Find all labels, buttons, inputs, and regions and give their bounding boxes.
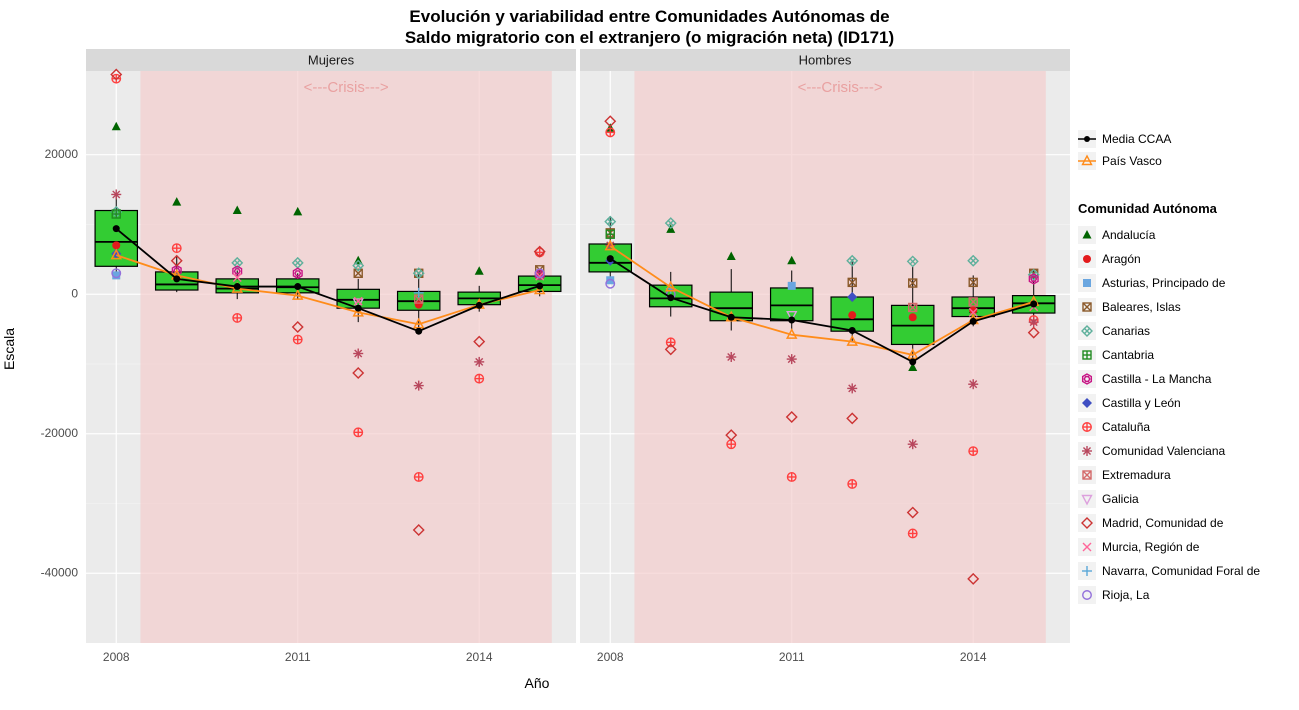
legend-item-label: Navarra, Comunidad Foral de <box>1102 564 1260 578</box>
scatter-point <box>666 338 675 347</box>
mean-point <box>536 282 543 289</box>
x-tick-label: 2014 <box>466 650 493 664</box>
mean-point <box>476 301 483 308</box>
facet-strip-label: Hombres <box>799 52 852 67</box>
facet-panel: Mujeres <---Crisis---> 2008 2011 2014 <box>86 49 576 664</box>
mean-point <box>849 326 856 333</box>
crisis-label: <---Crisis---> <box>798 78 883 95</box>
x-tick-label: 2011 <box>779 650 805 664</box>
legend-item-label: Cantabria <box>1102 348 1154 362</box>
scatter-point <box>969 446 978 455</box>
scatter-point <box>475 374 484 383</box>
scatter-point <box>908 529 917 538</box>
legend-item-label: Castilla - La Mancha <box>1102 372 1212 386</box>
mean-point <box>728 313 735 320</box>
legend-item-label: País Vasco <box>1102 154 1162 168</box>
scatter-point <box>414 472 423 481</box>
legend-title: Comunidad Autónoma <box>1078 201 1218 216</box>
scatter-point <box>354 428 363 437</box>
legend-item-label: Galicia <box>1102 492 1139 506</box>
mean-point <box>113 225 120 232</box>
x-tick-label: 2008 <box>103 650 130 664</box>
scatter-point <box>414 380 424 390</box>
x-tick-label: 2014 <box>960 650 987 664</box>
legend-item-label: Madrid, Comunidad de <box>1102 516 1224 530</box>
mean-point <box>294 283 301 290</box>
scatter-point <box>787 354 797 364</box>
scatter-point <box>787 472 796 481</box>
mean-point <box>909 358 916 365</box>
scatter-point <box>726 352 736 362</box>
x-tick-label: 2008 <box>597 650 624 664</box>
scatter-point <box>847 383 857 393</box>
legend-svg: Media CCAA País Vasco Comunidad Autónoma An… <box>1074 49 1294 673</box>
scatter-point <box>908 439 918 449</box>
mean-point <box>355 304 362 311</box>
legend-item-label: Media CCAA <box>1102 132 1171 146</box>
legend-item-label: Comunidad Valenciana <box>1102 444 1226 458</box>
scatter-point <box>293 335 302 344</box>
facet-strip-label: Mujeres <box>308 52 355 67</box>
scatter-point <box>474 356 484 366</box>
y-tick-label: 20000 <box>45 146 79 160</box>
mean-point <box>970 317 977 324</box>
scatter-point <box>353 348 363 358</box>
legend-item-label: Canarias <box>1102 324 1150 338</box>
scatter-point <box>112 241 120 249</box>
legend-item-label: Andalucía <box>1102 228 1156 242</box>
chart-title-line2: Saldo migratorio con el extranjero (o mi… <box>405 28 894 47</box>
mean-point <box>788 316 795 323</box>
chart-area: Escala -40000 -20000 0 20000 Mujeres <---Cris… <box>0 49 1299 673</box>
crisis-label: <---Crisis---> <box>304 78 389 95</box>
mean-point <box>173 275 180 282</box>
legend-item-label: Rioja, La <box>1102 588 1150 602</box>
mean-point <box>234 283 241 290</box>
scatter-point <box>233 313 242 322</box>
scatter-point <box>848 479 857 488</box>
scatter-point <box>968 379 978 389</box>
mean-point <box>667 294 674 301</box>
legend-item-label: Extremadura <box>1102 468 1171 482</box>
chart-title: Evolución y variabilidad entre Comunidad… <box>0 0 1299 49</box>
scatter-point <box>788 281 796 289</box>
legend-item-label: Castilla y León <box>1102 396 1181 410</box>
chart-title-line1: Evolución y variabilidad entre Comunidad… <box>409 7 889 26</box>
plot-svg: -40000 -20000 0 20000 Mujeres <---Crisis---> 2… <box>18 49 1074 673</box>
scatter-point <box>848 311 856 319</box>
legend-item-label: Baleares, Islas <box>1102 300 1181 314</box>
scatter-point <box>111 189 121 199</box>
mean-point <box>1030 300 1037 307</box>
scatter-point <box>727 439 736 448</box>
y-axis-title: Escala <box>0 49 18 649</box>
scatter-point <box>606 128 615 137</box>
scatter-point <box>172 243 181 252</box>
x-tick-label: 2011 <box>285 650 311 664</box>
mean-point <box>415 327 422 334</box>
facet-panel: Hombres <---Crisis---> 2008 2011 2014 <box>580 49 1070 664</box>
legend-item-label: Cataluña <box>1102 420 1150 434</box>
legend-item-label: Aragón <box>1102 252 1141 266</box>
legend-item-label: Asturias, Principado de <box>1102 276 1226 290</box>
mean-point <box>607 255 614 262</box>
boxplot-box <box>771 287 813 320</box>
y-tick-label: -20000 <box>41 425 79 439</box>
scatter-point <box>909 313 917 321</box>
y-tick-label: -40000 <box>41 565 79 579</box>
scatter-point <box>1029 317 1039 327</box>
y-tick-label: 0 <box>71 286 78 300</box>
x-axis-title: Año <box>0 673 1074 691</box>
legend-item-label: Murcia, Región de <box>1102 540 1200 554</box>
